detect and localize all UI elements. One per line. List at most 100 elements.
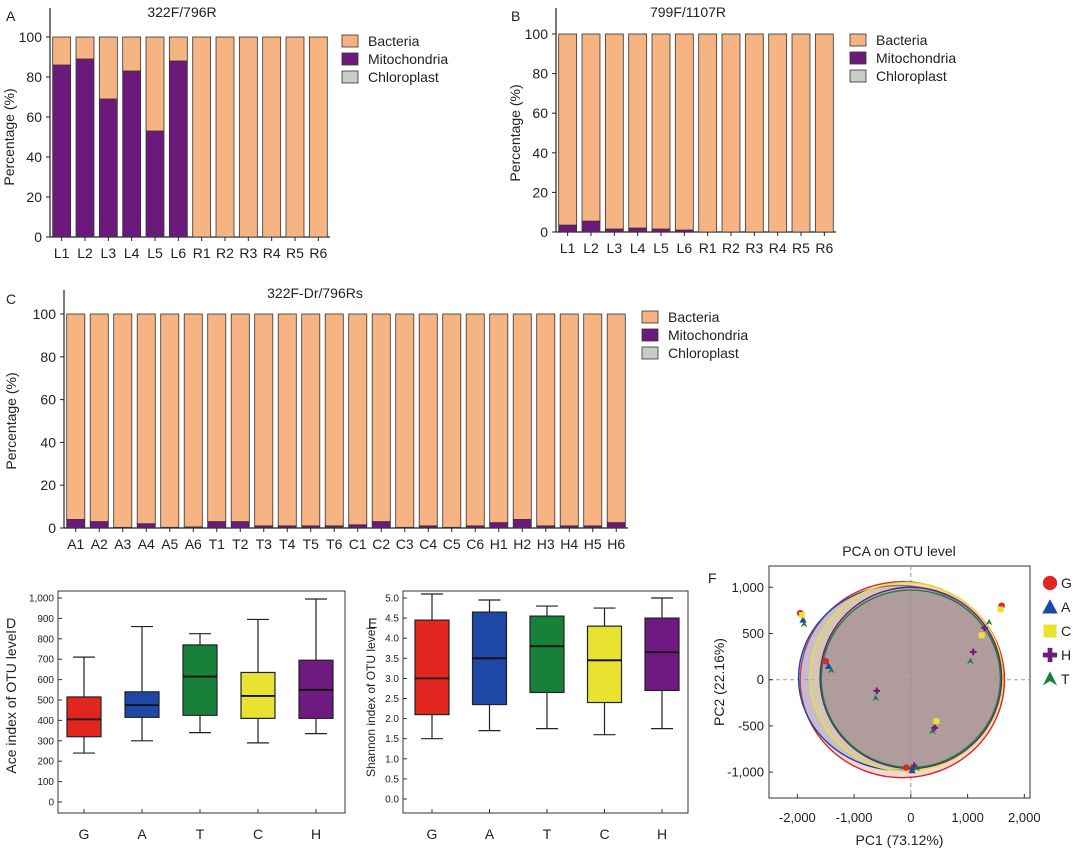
legend-swatch-chloroplast bbox=[849, 69, 867, 83]
legend-label-A: A bbox=[1061, 599, 1071, 615]
x-tick-label: R5 bbox=[792, 240, 810, 256]
bar-mitochondria-L6 bbox=[168, 60, 188, 238]
y-tick-label: 0.0 bbox=[385, 795, 399, 806]
plot-frame bbox=[57, 590, 346, 814]
x-tick-label: C1 bbox=[349, 536, 367, 552]
bar-bacteria-R5 bbox=[285, 36, 305, 238]
x-tick-label: L4 bbox=[124, 245, 140, 261]
box-T bbox=[529, 615, 565, 694]
x-tick-label: T5 bbox=[303, 536, 320, 552]
y-tick-label: 80 bbox=[40, 349, 56, 365]
bar-bacteria-R3 bbox=[238, 36, 258, 238]
confidence-ellipse-H bbox=[819, 586, 1003, 770]
y-tick-label: 100 bbox=[33, 306, 57, 322]
bar-bacteria-L1 bbox=[558, 33, 578, 226]
bar-bacteria-H5 bbox=[583, 313, 603, 527]
bar-mitochondria-H1 bbox=[489, 522, 509, 529]
x-tick-label: C2 bbox=[372, 536, 390, 552]
x-tick-label: L3 bbox=[607, 240, 623, 256]
x-tick-label: L4 bbox=[630, 240, 646, 256]
y-tick-label: 1,000 bbox=[731, 580, 764, 595]
y-tick-label: 100 bbox=[37, 777, 54, 788]
x-tick-label: R2 bbox=[722, 240, 740, 256]
bar-bacteria-R6 bbox=[814, 33, 834, 233]
point-H-11 bbox=[910, 762, 918, 769]
y-tick-label: 20 bbox=[40, 477, 56, 493]
x-tick-label: A4 bbox=[138, 536, 155, 552]
bar-bacteria-R6 bbox=[308, 36, 328, 238]
point-T-12 bbox=[913, 764, 920, 772]
x-tick-label: R4 bbox=[263, 245, 281, 261]
bar-mitochondria-C1 bbox=[348, 524, 368, 529]
y-tick-label: 0 bbox=[757, 672, 764, 687]
point-H-15 bbox=[931, 724, 938, 732]
box-G bbox=[66, 696, 102, 738]
legend-label-mitochondria: Mitochondria bbox=[876, 50, 956, 66]
bar-bacteria-A4 bbox=[136, 313, 156, 525]
y-tick-label: 500 bbox=[37, 696, 54, 707]
y-tick-label: 20 bbox=[26, 189, 42, 205]
bar-bacteria-A2 bbox=[89, 313, 109, 522]
y-axis-label: Ace index of OTU level bbox=[3, 630, 19, 773]
x-tick-label: C3 bbox=[396, 536, 414, 552]
bar-bacteria-L1 bbox=[52, 36, 72, 66]
x-tick-label: A6 bbox=[185, 536, 202, 552]
bar-mitochondria-L2 bbox=[75, 58, 95, 238]
x-tick-label: R1 bbox=[699, 240, 717, 256]
x-tick-label: T2 bbox=[232, 536, 249, 552]
x-tick-label: C bbox=[599, 826, 609, 842]
y-tick-label: 60 bbox=[40, 392, 56, 408]
y-tick-label: 80 bbox=[532, 66, 548, 82]
y-tick-label: 100 bbox=[19, 29, 43, 45]
x-tick-label: T6 bbox=[326, 536, 343, 552]
bar-bacteria-T1 bbox=[207, 313, 227, 522]
box-H bbox=[644, 617, 680, 692]
point-T-8 bbox=[872, 694, 879, 702]
legend-label-bacteria: Bacteria bbox=[368, 33, 420, 49]
point-G-9 bbox=[903, 764, 910, 771]
x-tick-label: A bbox=[485, 826, 495, 842]
bar-mitochondria-L4 bbox=[122, 70, 142, 238]
bar-bacteria-L3 bbox=[604, 33, 624, 230]
x-tick-label: A5 bbox=[161, 536, 178, 552]
bar-bacteria-R4 bbox=[262, 36, 282, 238]
legend-label-chloroplast: Chloroplast bbox=[368, 69, 439, 85]
bar-bacteria-L6 bbox=[674, 33, 694, 231]
panel-label-d: D bbox=[6, 615, 16, 631]
y-axis-label: Percentage (%) bbox=[1, 88, 17, 185]
point-T-3 bbox=[800, 620, 808, 628]
y-tick-label: 60 bbox=[532, 105, 548, 121]
x-tick-label: H5 bbox=[584, 536, 602, 552]
bar-bacteria-L2 bbox=[75, 36, 95, 60]
x-tick-label: H2 bbox=[513, 536, 531, 552]
confidence-ellipse-C bbox=[809, 581, 1004, 772]
chart-D: 0 100 200 300 400 500 600 700 800 900 1,000 G A T C H Ac… bbox=[3, 590, 346, 842]
bar-bacteria-A5 bbox=[160, 313, 180, 528]
y-tick-label: 0 bbox=[540, 224, 548, 240]
y-tick-label: -1,000 bbox=[727, 765, 764, 780]
x-tick-label: R1 bbox=[193, 245, 211, 261]
y-tick-label: 3.5 bbox=[385, 654, 399, 665]
y-tick-label: 0.5 bbox=[385, 774, 399, 785]
legend-label-H: H bbox=[1061, 647, 1071, 663]
chart-F: -2,000 -1,000 0 1,000 2,000 -1,000 -500 0 500 1,0… bbox=[711, 543, 1072, 848]
bar-mitochondria-C2 bbox=[371, 521, 391, 529]
x-tick-label: A3 bbox=[114, 536, 131, 552]
y-tick-label: 300 bbox=[37, 736, 54, 747]
x-tick-label: R3 bbox=[745, 240, 763, 256]
chart-E: 0.0 0.5 1.0 1.5 2.0 2.5 3.0 3.5 4.0 4.5 5.0 G A T C H Sh… bbox=[364, 590, 689, 842]
x-tick-label: L2 bbox=[583, 240, 599, 256]
bar-mitochondria-A4 bbox=[136, 523, 156, 529]
y-tick-label: 0 bbox=[48, 798, 54, 809]
legend-label-mitochondria: Mitochondria bbox=[368, 51, 448, 67]
chart-title: 322F-Dr/796Rs bbox=[267, 285, 363, 301]
x-tick-label: L5 bbox=[653, 240, 669, 256]
bar-bacteria-C3 bbox=[395, 313, 415, 528]
x-tick-label: -2,000 bbox=[779, 810, 816, 825]
point-A-1 bbox=[799, 616, 807, 623]
bar-bacteria-C2 bbox=[371, 313, 391, 522]
confidence-ellipse-G bbox=[799, 581, 1006, 779]
bar-mitochondria-L4 bbox=[628, 227, 648, 233]
legend-swatch-chloroplast bbox=[341, 70, 359, 84]
